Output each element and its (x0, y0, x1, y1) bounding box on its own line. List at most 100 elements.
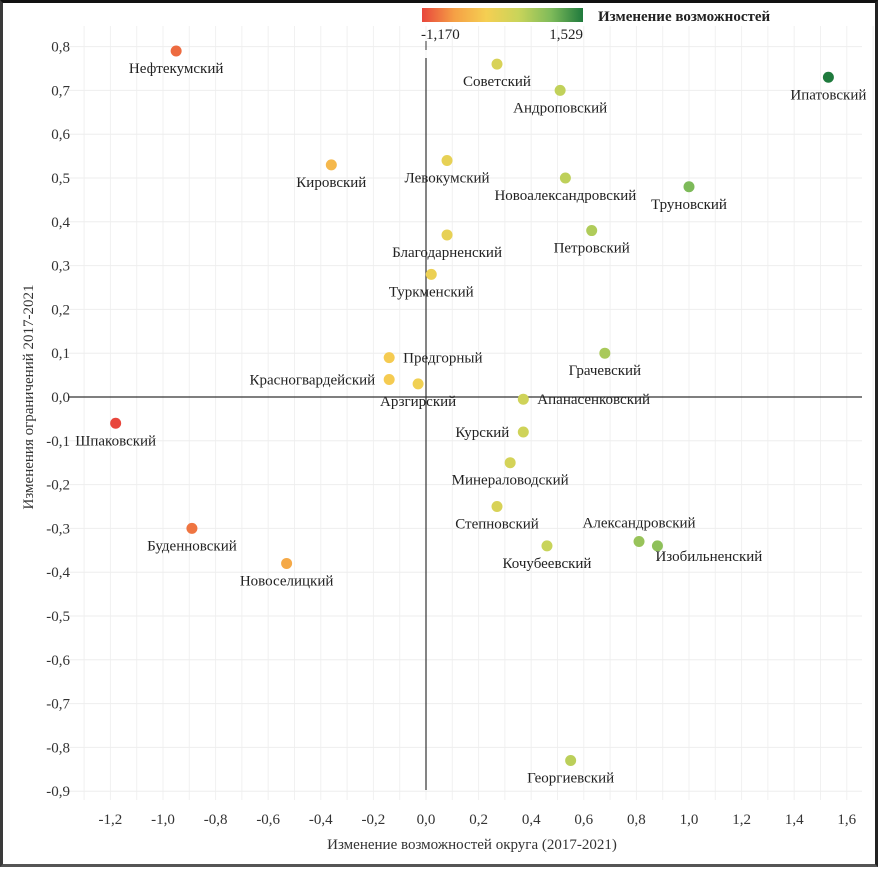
data-point[interactable] (599, 347, 611, 359)
data-point[interactable] (541, 540, 553, 552)
y-tick-label: -0,7 (46, 697, 70, 713)
data-point[interactable] (441, 229, 453, 241)
x-tick-label: 0,0 (417, 812, 436, 828)
data-point[interactable] (517, 393, 529, 405)
x-tick-label: 1,2 (732, 812, 751, 828)
data-points (110, 45, 834, 767)
point-label: Арзгирский (380, 394, 456, 410)
data-point[interactable] (281, 557, 293, 569)
legend-color-bar (422, 8, 583, 22)
data-point[interactable] (425, 268, 437, 280)
point-label: Кочубеевский (502, 556, 591, 572)
y-tick-label: -0,4 (46, 565, 70, 581)
data-point[interactable] (441, 154, 453, 166)
y-tick-label: 0,4 (51, 215, 70, 231)
x-tick-label: 0,4 (522, 812, 541, 828)
x-tick-label: -0,8 (204, 812, 228, 828)
point-label: Андроповский (513, 100, 607, 116)
point-label: Труновский (651, 197, 727, 213)
point-label: Минераловодский (452, 473, 569, 489)
point-label: Туркменский (389, 284, 474, 300)
y-tick-label: -0,5 (46, 609, 70, 625)
y-tick-label: 0,7 (51, 83, 70, 99)
x-tick-label: -0,2 (362, 812, 386, 828)
data-point[interactable] (383, 352, 395, 364)
grid (68, 26, 874, 800)
data-point[interactable] (554, 84, 566, 96)
data-point[interactable] (651, 540, 663, 552)
point-label: Нефтекумский (129, 61, 223, 77)
point-label: Новоалександровский (494, 188, 636, 204)
x-tick-label: -1,2 (99, 812, 123, 828)
y-tick-label: 0,2 (51, 302, 70, 318)
point-label: Советский (463, 74, 531, 90)
y-tick-label: -0,3 (46, 521, 70, 537)
x-axis-title: Изменение возможностей округа (2017-2021… (327, 837, 617, 853)
y-tick-label: -0,1 (46, 434, 70, 450)
point-label: Буденновский (147, 538, 237, 554)
y-tick-label: 0,0 (51, 390, 70, 406)
point-label: Левокумский (405, 170, 490, 186)
y-tick-label: 0,6 (51, 127, 70, 143)
point-label: Кировский (296, 175, 366, 191)
y-tick-label: -0,6 (46, 653, 70, 669)
data-point[interactable] (822, 71, 834, 83)
x-tick-label: 0,6 (574, 812, 593, 828)
x-tick-label: -0,4 (309, 812, 333, 828)
point-label: Предгорный (403, 351, 482, 367)
legend-max-label: 1,529 (549, 27, 583, 43)
y-axis-title: Изменения ограничений 2017-2021 (21, 285, 37, 510)
point-label: Изобильненский (655, 549, 762, 565)
point-label: Александровский (583, 516, 696, 532)
x-tick-label: -1,0 (151, 812, 175, 828)
point-labels: Нефтекумский Советский Андроповский Ипатовс… (75, 61, 866, 787)
data-point[interactable] (491, 501, 503, 512)
data-point[interactable] (110, 417, 122, 429)
data-point[interactable] (586, 225, 598, 237)
point-label: Новоселицкий (240, 573, 334, 589)
data-point[interactable] (633, 536, 645, 548)
data-point[interactable] (517, 426, 529, 438)
y-tick-label: 0,1 (51, 346, 70, 362)
y-tick-label: 0,8 (51, 40, 70, 56)
data-point[interactable] (559, 172, 571, 184)
point-label: Апанасенковский (537, 392, 650, 408)
data-point[interactable] (683, 181, 695, 193)
point-label: Красногвардейский (250, 372, 376, 388)
data-point[interactable] (186, 522, 198, 534)
x-tick-label: 1,0 (680, 812, 699, 828)
data-point[interactable] (325, 159, 337, 171)
point-label: Георгиевский (527, 771, 614, 787)
point-label: Шпаковский (75, 433, 156, 449)
data-point[interactable] (491, 58, 503, 70)
y-tick-label: -0,8 (46, 740, 70, 756)
point-label: Грачевский (569, 363, 641, 379)
y-tick-label: -0,2 (46, 478, 70, 494)
point-label: Петровский (554, 241, 630, 257)
point-label: Ипатовский (790, 87, 866, 103)
y-tick-label: 0,3 (51, 259, 70, 275)
x-tick-label: 0,8 (627, 812, 646, 828)
legend-min-label: -1,170 (421, 27, 460, 43)
point-label: Благодарненский (392, 245, 502, 261)
point-label: Курский (455, 425, 509, 441)
x-tick-label: 1,4 (785, 812, 804, 828)
data-point[interactable] (383, 373, 395, 385)
y-tick-label: 0,5 (51, 171, 70, 187)
x-tick-label: -0,6 (256, 812, 280, 828)
x-tick-label: 0,2 (469, 812, 488, 828)
data-point[interactable] (412, 378, 424, 390)
y-tick-label: -0,9 (46, 784, 70, 800)
x-tick-label: 1,6 (837, 812, 856, 828)
color-legend: Изменение возможностей -1,170 1,529 (421, 8, 771, 50)
x-tick-labels: -1,2 -1,0 -0,8 -0,6 -0,4 -0,2 0,0 0,2 0,4 0,6 0,8 1… (99, 812, 857, 828)
point-label: Степновский (455, 517, 539, 533)
data-point[interactable] (170, 45, 182, 57)
y-tick-labels: 0,8 0,7 0,6 0,5 0,4 0,3 0,2 0,1 0,0 -0,1 -0,2 -0,3 -… (46, 40, 70, 801)
axes (68, 58, 862, 790)
data-point[interactable] (565, 755, 577, 767)
data-point[interactable] (504, 457, 516, 469)
legend-title: Изменение возможностей (598, 9, 771, 25)
